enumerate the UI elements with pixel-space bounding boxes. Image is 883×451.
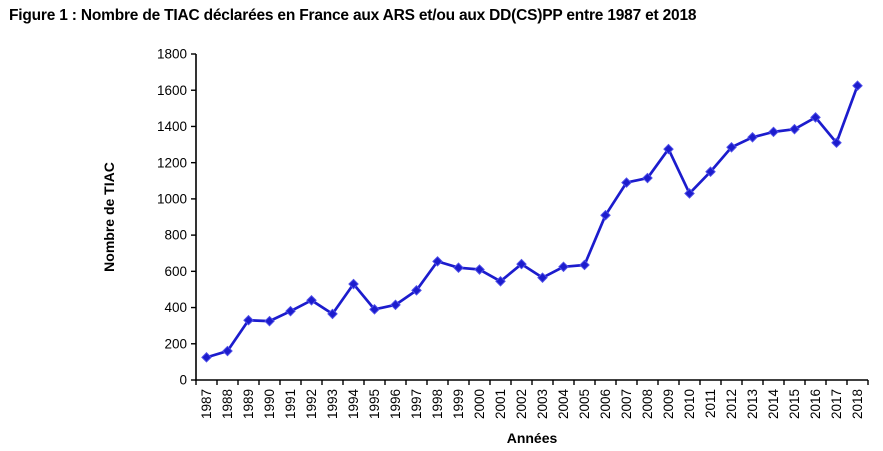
x-axis-tick-label: 2011 <box>703 389 718 418</box>
data-point-2003 <box>537 272 548 283</box>
y-axis-title: Nombre de TIAC <box>101 162 117 272</box>
x-axis-title: Années <box>507 430 558 446</box>
data-point-2009 <box>663 143 674 155</box>
x-axis-tick-label: 2005 <box>577 389 592 419</box>
data-point-1990 <box>264 315 275 327</box>
x-axis-tick-label: 2007 <box>619 389 634 419</box>
x-axis-tick-label: 2015 <box>787 389 802 419</box>
data-point-2002 <box>516 258 527 270</box>
series-line-nombre-de-tiac <box>205 84 859 359</box>
data-point-1999 <box>453 262 464 274</box>
data-point-2006 <box>600 209 611 221</box>
x-axis-tick-label: 2014 <box>766 389 781 420</box>
data-point-1989 <box>243 314 254 326</box>
y-axis-tick-label: 1000 <box>157 191 187 206</box>
data-point-1995 <box>369 304 380 315</box>
y-axis-tick-label: 1800 <box>157 47 187 62</box>
data-point-1992 <box>306 295 317 306</box>
x-axis-tick-label: 1991 <box>283 389 298 419</box>
y-axis-tick-label: 400 <box>164 300 187 315</box>
x-axis-tick-label: 1999 <box>451 389 466 419</box>
y-axis-tick-label: 1200 <box>157 155 187 170</box>
x-axis-tick-label: 1995 <box>367 389 382 419</box>
y-axis-tick-label: 800 <box>164 228 187 243</box>
data-point-2007 <box>621 177 632 188</box>
data-point-2000 <box>474 264 485 275</box>
data-point-1998 <box>432 256 443 267</box>
x-axis-tick-label: 2004 <box>556 389 571 420</box>
data-point-2005 <box>579 259 590 271</box>
data-point-2017 <box>831 137 842 149</box>
data-point-1997 <box>411 285 422 296</box>
x-axis-tick-label: 1992 <box>304 389 319 419</box>
data-point-2008 <box>642 172 653 184</box>
x-axis-tick-label: 2010 <box>682 389 697 419</box>
y-axis-tick-label: 200 <box>164 336 187 351</box>
x-axis-tick-label: 2002 <box>514 389 529 419</box>
data-point-2001 <box>495 275 506 287</box>
data-point-2015 <box>789 123 800 135</box>
data-point-2014 <box>768 126 779 138</box>
data-point-2011 <box>705 166 716 178</box>
x-axis-tick-label: 1990 <box>262 389 277 419</box>
x-axis-tick-label: 2000 <box>472 389 487 419</box>
x-axis-tick-label: 1987 <box>199 389 214 419</box>
x-axis-tick-label: 2009 <box>661 389 676 419</box>
data-point-1991 <box>285 305 296 317</box>
x-axis-tick-label: 2016 <box>808 389 823 419</box>
data-point-1996 <box>390 299 401 311</box>
data-point-2016 <box>810 112 821 123</box>
data-point-2012 <box>726 141 737 153</box>
data-point-1988 <box>222 345 233 357</box>
x-axis-tick-label: 1989 <box>241 389 256 419</box>
x-axis-tick-label: 2006 <box>598 389 613 419</box>
data-point-2004 <box>558 261 569 273</box>
data-point-1993 <box>327 308 338 320</box>
figure-title: Figure 1 : Nombre de TIAC déclarées en F… <box>9 7 697 24</box>
x-axis-tick-label: 2017 <box>829 389 844 419</box>
data-point-2010 <box>684 188 695 199</box>
y-axis-tick-label: 1400 <box>157 119 187 134</box>
data-point-2013 <box>747 132 758 143</box>
x-axis-tick-label: 2001 <box>493 389 508 419</box>
y-axis-tick-label: 600 <box>164 264 187 279</box>
x-axis-tick-label: 2012 <box>724 389 739 419</box>
x-axis-tick-label: 1997 <box>409 389 424 419</box>
x-axis-tick-label: 2013 <box>745 389 760 419</box>
data-point-2018 <box>852 80 863 92</box>
x-axis-tick-label: 1994 <box>346 389 361 420</box>
x-axis-tick-label: 1993 <box>325 389 340 419</box>
y-axis-tick-label: 0 <box>179 373 187 388</box>
x-axis-tick-label: 1996 <box>388 389 403 419</box>
data-point-1994 <box>348 278 359 290</box>
data-point-1987 <box>201 352 212 363</box>
x-axis-tick-label: 1998 <box>430 389 445 419</box>
x-axis-tick-label: 2003 <box>535 389 550 419</box>
x-axis-tick-label: 1988 <box>220 389 235 419</box>
y-axis-tick-label: 1600 <box>157 83 187 98</box>
x-axis-tick-label: 2018 <box>850 389 865 419</box>
x-axis-tick-label: 2008 <box>640 389 655 419</box>
